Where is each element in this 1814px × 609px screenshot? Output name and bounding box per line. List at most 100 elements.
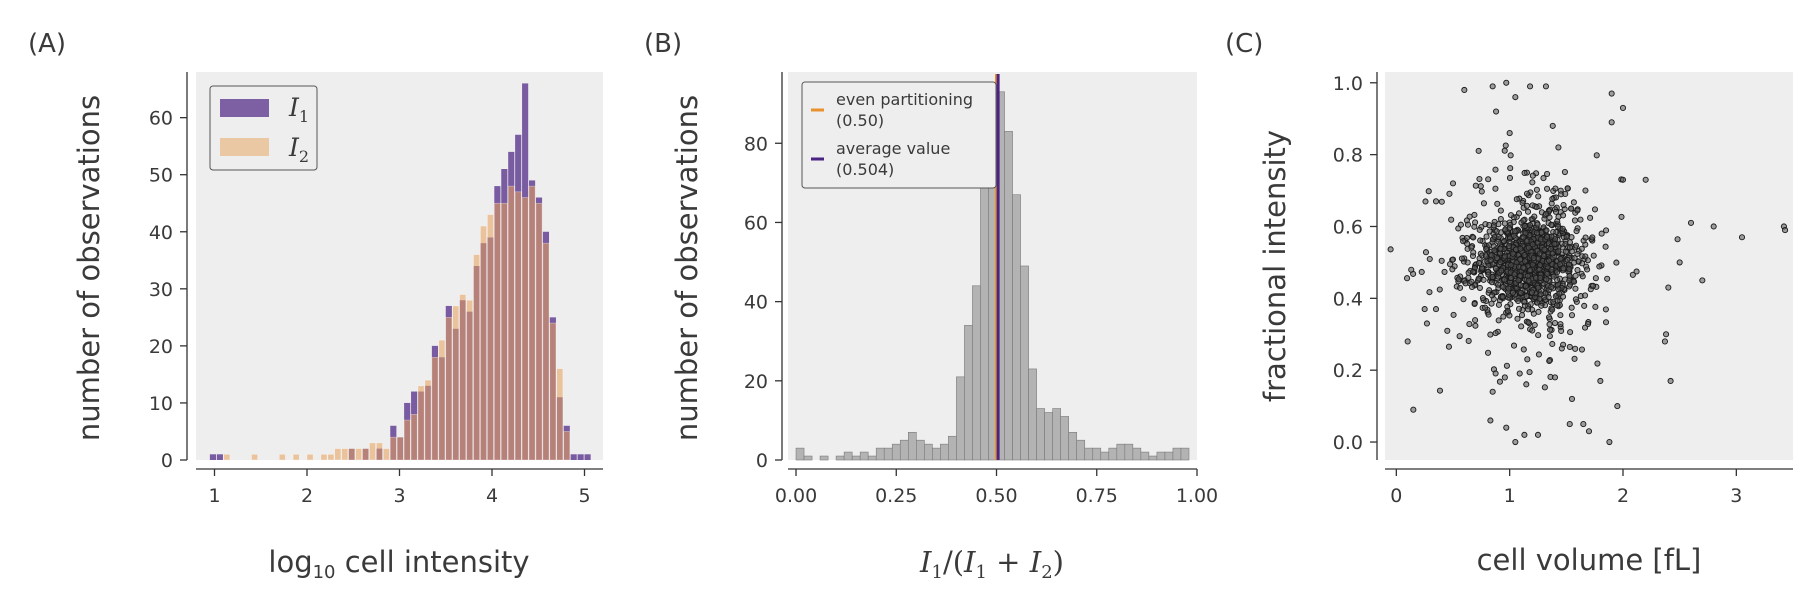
panel-b-x-label: I1/(I1 + I2) (919, 545, 1064, 583)
panel-a-xlabel-log: log (268, 545, 312, 579)
scatter-point (1487, 331, 1494, 338)
scatter-point (1436, 387, 1444, 394)
scatter-point (1560, 201, 1567, 209)
scatter-point (1509, 250, 1516, 257)
scatter-point (1584, 320, 1592, 328)
scatter-point (1534, 221, 1541, 228)
scatter-point (1555, 213, 1562, 220)
scatter-point (1486, 287, 1493, 294)
panel-b-xlabel-open: /( (943, 545, 964, 579)
bar-i2 (431, 356, 439, 461)
scatter-point (1487, 417, 1494, 424)
legend-i1-sub: 1 (299, 107, 309, 126)
bar (1060, 416, 1069, 461)
scatter-point (1520, 346, 1527, 353)
scatter-point (1506, 174, 1514, 181)
scatter-point (1571, 355, 1578, 362)
y-tick-label: 50 (149, 165, 173, 187)
scatter-point (1568, 304, 1575, 311)
bar (819, 455, 829, 461)
scatter-point (1505, 285, 1512, 292)
scatter-point (1523, 238, 1530, 245)
scatter-point (1538, 302, 1545, 309)
scatter-point (1518, 323, 1525, 330)
panel-b-xlabel-i1-den: I (963, 545, 976, 579)
bar (1052, 408, 1061, 461)
bar-i2 (376, 442, 383, 461)
scatter-point (1470, 234, 1477, 241)
bar-i2 (320, 453, 328, 461)
y-tick-label: 80 (744, 133, 768, 155)
x-tick-label: 0 (1390, 485, 1402, 507)
panel-c-points (1387, 79, 1789, 446)
scatter-point (1517, 289, 1524, 296)
scatter-point (1507, 152, 1514, 159)
scatter-point (1480, 276, 1487, 283)
scatter-point (1557, 321, 1564, 328)
scatter-point (1529, 241, 1536, 248)
x-tick-label: 1.00 (1176, 485, 1218, 507)
scatter-point (1493, 228, 1500, 235)
scatter-point (1501, 147, 1508, 154)
scatter-point (1489, 292, 1496, 299)
scatter-point (1506, 130, 1513, 137)
scatter-point (1546, 357, 1553, 365)
scatter-point (1529, 172, 1536, 179)
bar (851, 455, 861, 461)
scatter-point (1573, 228, 1580, 235)
scatter-point (1501, 374, 1508, 381)
scatter-point (1449, 180, 1457, 187)
legend-swatch-i1 (220, 99, 269, 117)
scatter-point (1502, 226, 1509, 233)
scatter-point (1456, 284, 1464, 291)
scatter-point (1525, 306, 1532, 313)
scatter-point (1549, 195, 1556, 202)
scatter-point (1606, 438, 1613, 446)
panel-a-legend: I1 I2 (209, 85, 318, 171)
scatter-point (1521, 222, 1528, 230)
scatter-point (1578, 245, 1585, 252)
scatter-point (1619, 104, 1627, 111)
scatter-point (1516, 305, 1523, 312)
scatter-point (1542, 210, 1550, 217)
scatter-point (1566, 277, 1573, 284)
bar-i2 (445, 317, 453, 461)
scatter-point (1460, 296, 1467, 303)
bar-i2 (223, 453, 231, 461)
panel-a-x-label: log10 cell intensity (268, 545, 529, 583)
scatter-point (1501, 253, 1508, 260)
bar (1076, 439, 1086, 461)
scatter-point (1477, 237, 1484, 244)
bar-i2 (306, 453, 314, 461)
scatter-point (1446, 190, 1453, 197)
scatter-point (1571, 259, 1578, 266)
scatter-point (1633, 268, 1640, 275)
bar-i2 (507, 185, 515, 461)
scatter-point (1447, 261, 1454, 268)
scatter-point (1450, 311, 1457, 318)
bar-i2 (348, 448, 356, 461)
scatter-point (1699, 277, 1706, 284)
scatter-point (1523, 293, 1530, 300)
scatter-point (1563, 233, 1570, 240)
scatter-point (1589, 282, 1597, 289)
scatter-point (1602, 306, 1609, 313)
bar-i2 (417, 385, 425, 461)
scatter-point (1535, 351, 1542, 358)
y-tick-label: 40 (744, 292, 768, 314)
scatter-point (1534, 431, 1542, 438)
scatter-point (1558, 327, 1565, 334)
scatter-point (1438, 257, 1445, 264)
scatter-point (1475, 147, 1482, 154)
panel-b-xlabel-close: ) (1053, 545, 1064, 579)
scatter-point (1557, 255, 1564, 262)
bar (948, 435, 957, 461)
scatter-point (1577, 216, 1584, 223)
bar (867, 455, 877, 461)
scatter-point (1525, 277, 1532, 284)
scatter-point (1546, 214, 1553, 221)
scatter-point (1572, 345, 1579, 352)
scatter-point (1529, 261, 1536, 268)
scatter-point (1449, 256, 1457, 263)
